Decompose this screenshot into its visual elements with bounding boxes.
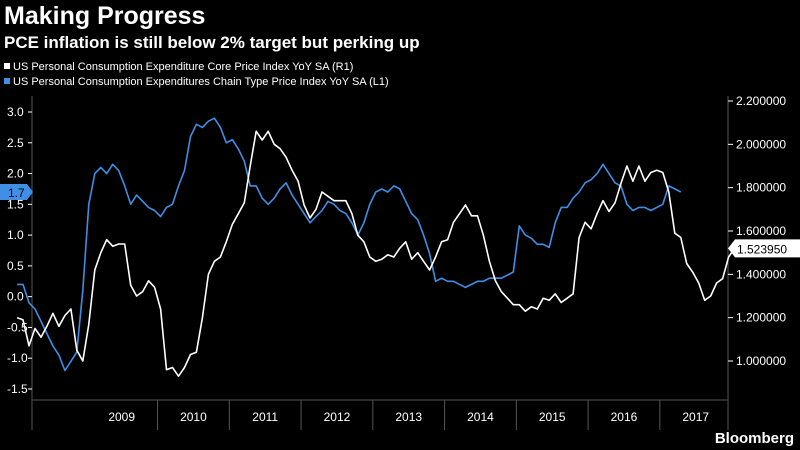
left-axis-ticks: 3.0 2.5 2.0 1.5 1.0 0.5 0.0 -0.5 -1.0 -1.5: [7, 105, 32, 396]
last-value-label-right: 1.523950: [737, 242, 787, 256]
left-tick-label: -1.0: [7, 351, 28, 365]
left-tick-label: 1.5: [7, 197, 24, 211]
x-tick-label: 2010: [180, 410, 207, 424]
left-tick-label: -1.5: [7, 382, 28, 396]
right-tick-label: 1.400000: [736, 267, 786, 281]
series-line-headline: [17, 117, 682, 372]
last-value-badge-left: [0, 184, 33, 201]
x-tick-label: 2009: [108, 410, 135, 424]
right-tick-label: 1.200000: [736, 311, 786, 325]
right-tick-label: 1.000000: [736, 354, 786, 368]
series-line-core: [16, 130, 736, 378]
left-tick-label: 1.0: [7, 228, 24, 242]
last-value-badge-right: [728, 239, 800, 258]
legend-label-core: US Personal Consumption Expenditure Core…: [13, 61, 354, 73]
x-axis-labels: 2009 2010 2011 2012 2013 2014 2015 2016 2017: [108, 410, 709, 424]
legend-item-headline: US Personal Consumption Expenditures Cha…: [4, 76, 389, 88]
right-tick-label: 1.800000: [736, 181, 786, 195]
right-tick-label: 1.600000: [736, 224, 786, 238]
right-axis-ticks: 2.200000 2.000000 1.800000 1.600000 1.400000…: [728, 94, 786, 368]
bloomberg-logo: Bloomberg: [714, 430, 794, 447]
chart-subtitle: PCE inflation is still below 2% target b…: [4, 33, 420, 52]
left-tick-label: 0.5: [7, 259, 24, 273]
legend-swatch-core: [4, 63, 10, 69]
legend-swatch-headline: [4, 78, 10, 84]
x-tick-label: 2014: [467, 410, 494, 424]
left-tick-label: -0.5: [7, 320, 28, 334]
left-tick-label: 0.0: [7, 290, 24, 304]
left-tick-label: 2.5: [7, 136, 24, 150]
right-tick-label: 2.200000: [736, 94, 786, 108]
x-tick-label: 2013: [395, 410, 422, 424]
x-tick-label: 2012: [324, 410, 351, 424]
legend-item-core: US Personal Consumption Expenditure Core…: [4, 61, 353, 73]
last-value-badges: 1.7 1.523950: [0, 184, 800, 258]
left-tick-label: 3.0: [7, 105, 24, 119]
x-tick-label: 2017: [682, 410, 709, 424]
x-tick-label: 2015: [539, 410, 566, 424]
chart-title: Making Progress: [4, 2, 206, 30]
right-tick-label: 2.000000: [736, 137, 786, 151]
chart-grid: [31, 96, 729, 430]
x-tick-label: 2011: [252, 410, 278, 424]
x-tick-label: 2016: [611, 410, 638, 424]
left-tick-label: 2.0: [7, 167, 24, 181]
series-lines: [16, 117, 736, 378]
last-value-label-left: 1.7: [8, 186, 25, 200]
legend-label-headline: US Personal Consumption Expenditures Cha…: [13, 76, 389, 88]
